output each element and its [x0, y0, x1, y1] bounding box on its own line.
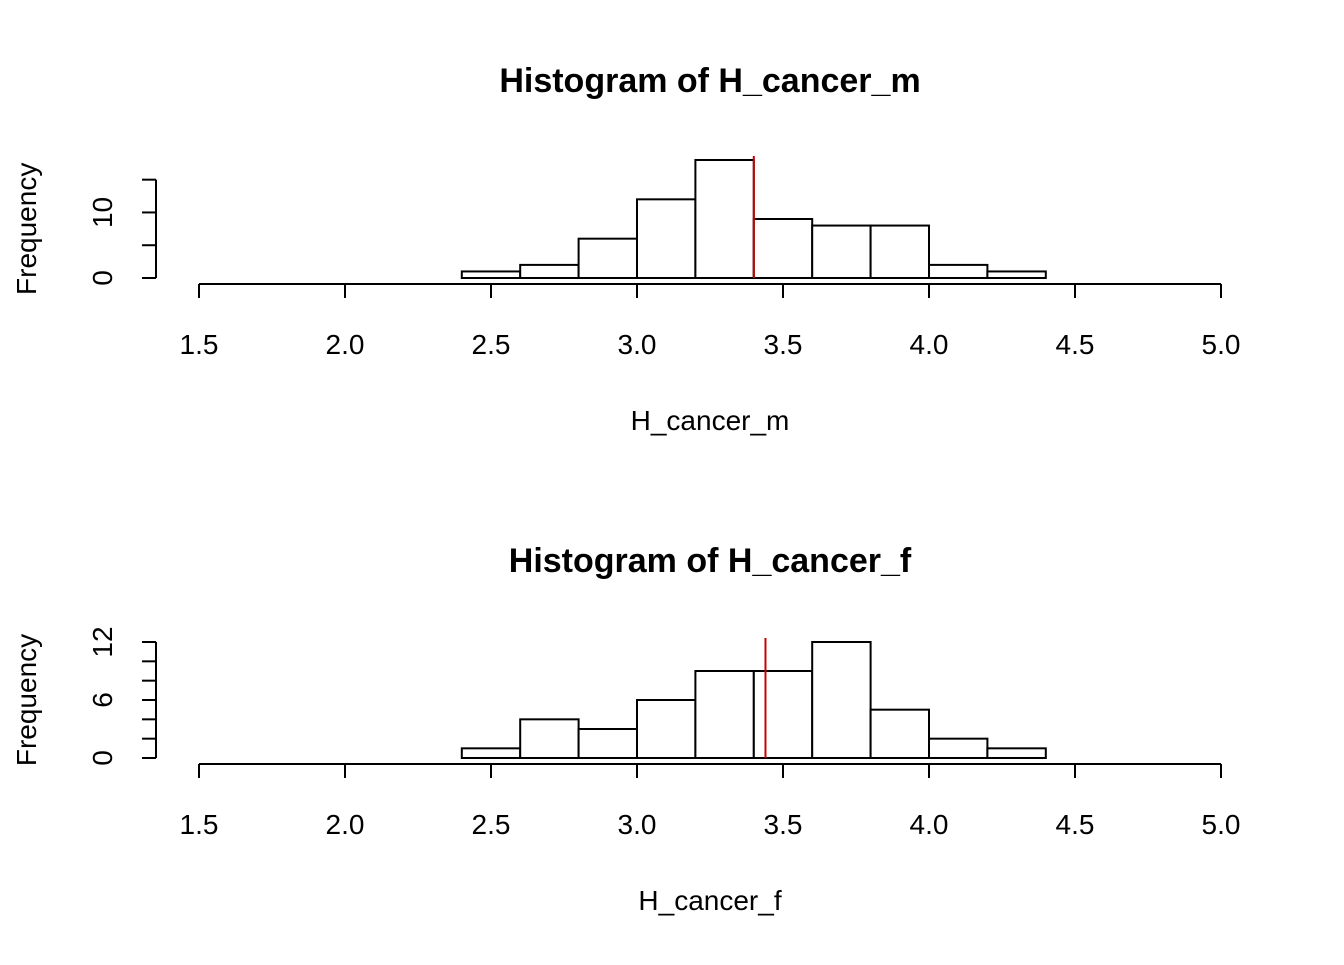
x-axis-label: H_cancer_m — [631, 405, 790, 436]
histogram-bar — [694, 670, 755, 759]
y-tick-label: 6 — [87, 692, 118, 708]
chart-title: Histogram of H_cancer_f — [509, 542, 912, 580]
y-tick-label: 10 — [87, 197, 118, 228]
histogram-bar — [460, 270, 522, 280]
histogram-bar — [577, 728, 638, 759]
histogram-bar — [519, 263, 580, 279]
x-tick-label: 4.0 — [910, 329, 949, 360]
histogram-bar — [869, 224, 930, 279]
x-tick-label: 1.5 — [180, 329, 219, 360]
x-axis-label: H_cancer_f — [638, 885, 781, 916]
histogram-bar — [577, 237, 638, 280]
histogram-bar — [811, 224, 872, 279]
histogram-bar — [811, 641, 872, 759]
x-tick-label: 2.5 — [472, 329, 511, 360]
histogram-bar — [928, 737, 989, 760]
histogram-bar — [928, 263, 989, 279]
y-tick-label: 12 — [87, 626, 118, 657]
x-tick-label: 3.5 — [764, 809, 803, 840]
x-tick-label: 2.5 — [472, 809, 511, 840]
histogram-panel-male: Histogram of H_cancer_m 1.5 2.0 2.5 3.0 3.5 4.… — [11, 62, 1240, 436]
histogram-panel-female: Histogram of H_cancer_f 1.5 2.0 2.5 3.0 3.5 4.… — [11, 542, 1240, 916]
x-tick-label: 4.5 — [1056, 809, 1095, 840]
histogram-bar — [752, 670, 814, 759]
x-tick-label: 2.0 — [326, 809, 365, 840]
histogram-bar — [636, 699, 697, 759]
y-axis-label: Frequency — [11, 634, 42, 766]
x-tick-label: 3.0 — [618, 809, 657, 840]
x-tick-label: 4.5 — [1056, 329, 1095, 360]
x-tick-label: 5.0 — [1202, 809, 1241, 840]
y-axis-label: Frequency — [11, 163, 42, 295]
y-tick-label: 0 — [87, 270, 118, 286]
histogram-bar — [752, 218, 814, 279]
y-tick-label: 0 — [87, 750, 118, 766]
x-tick-label: 4.0 — [910, 809, 949, 840]
histogram-bar — [460, 747, 522, 759]
x-tick-label: 3.0 — [618, 329, 657, 360]
histogram-bar — [869, 708, 930, 760]
histogram-bar — [986, 747, 1047, 759]
x-tick-label: 2.0 — [326, 329, 365, 360]
histogram-bar — [986, 270, 1047, 280]
x-tick-label: 5.0 — [1202, 329, 1241, 360]
chart-title: Histogram of H_cancer_m — [499, 62, 920, 100]
histogram-bar — [519, 718, 580, 759]
x-tick-label: 1.5 — [180, 809, 219, 840]
x-tick-label: 3.5 — [764, 329, 803, 360]
histogram-bar — [694, 159, 755, 279]
histogram-bar — [636, 198, 697, 279]
